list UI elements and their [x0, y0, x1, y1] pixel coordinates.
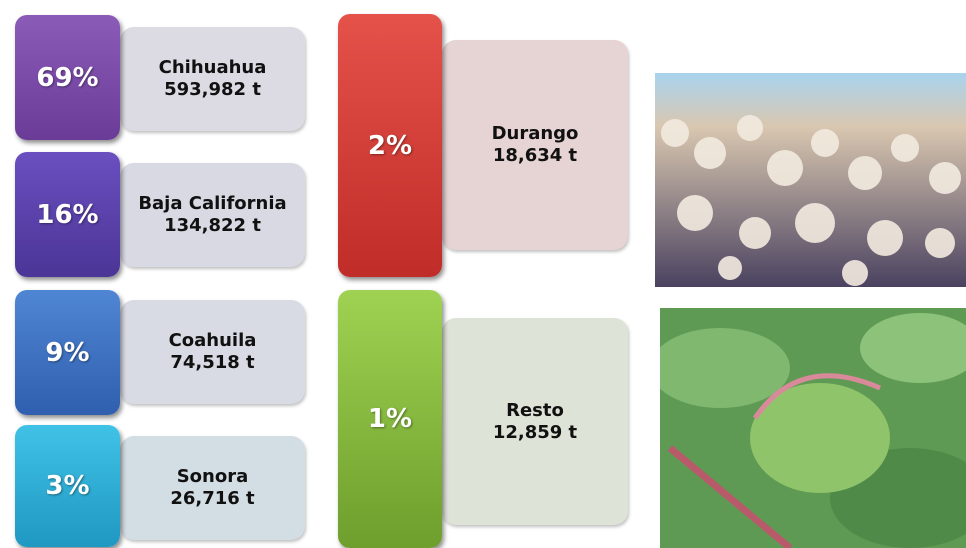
region-amount: 593,982 t — [164, 79, 261, 101]
region-amount: 26,716 t — [170, 488, 254, 510]
percent-label: 16% — [36, 200, 98, 230]
percent-tile: 69% — [15, 15, 120, 140]
percent-tile: 2% — [338, 14, 442, 277]
region-amount: 18,634 t — [493, 145, 577, 167]
region-amount: 134,822 t — [164, 215, 261, 237]
infographic: Chihuahua593,982 t 69% Baja California134,… — [0, 0, 966, 548]
region-amount: 74,518 t — [170, 352, 254, 374]
region-name: Resto — [506, 400, 564, 422]
region-amount: 12,859 t — [493, 422, 577, 444]
percent-label: 69% — [36, 63, 98, 93]
percent-label: 1% — [368, 404, 412, 434]
region-name: Durango — [492, 123, 579, 145]
percent-label: 3% — [45, 471, 89, 501]
percent-label: 9% — [45, 338, 89, 368]
percent-tile: 3% — [15, 425, 120, 547]
cotton-field-photo — [655, 73, 966, 287]
percent-tile: 1% — [338, 290, 442, 548]
region-name: Chihuahua — [159, 57, 267, 79]
region-name: Baja California — [138, 193, 286, 215]
percent-label: 2% — [368, 131, 412, 161]
region-name: Coahuila — [169, 330, 257, 352]
percent-tile: 9% — [15, 290, 120, 415]
region-name: Sonora — [177, 466, 249, 488]
percent-tile: 16% — [15, 152, 120, 277]
cotton-boll-photo — [660, 308, 966, 548]
